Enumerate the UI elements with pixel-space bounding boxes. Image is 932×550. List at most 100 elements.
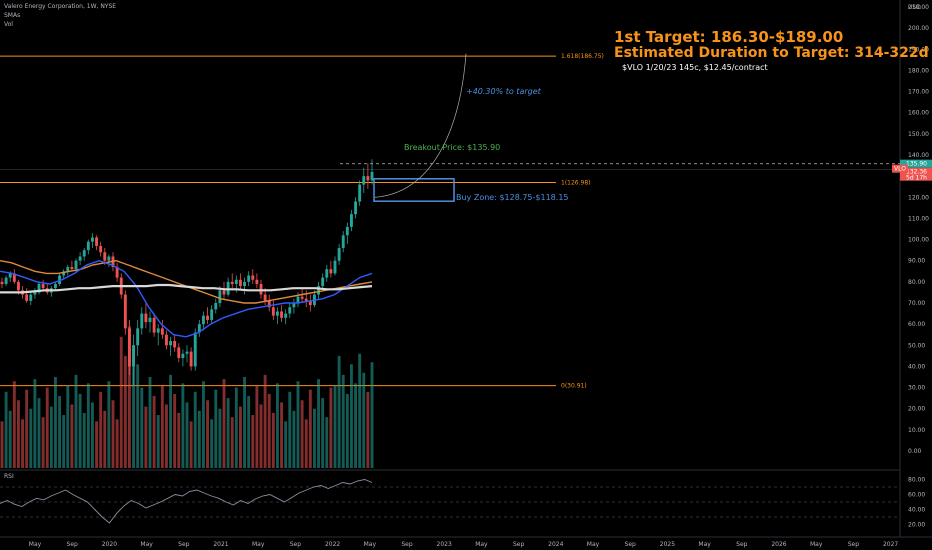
candle-body (197, 324, 201, 333)
candle-body (333, 260, 337, 274)
time-tick-label: 2026 (771, 541, 786, 548)
volume-bar (148, 377, 152, 468)
symbol-badge[interactable] (892, 164, 908, 173)
volume-bar (115, 419, 119, 468)
volume-bar (210, 419, 214, 468)
candle-body (107, 256, 111, 261)
sma-blue-line[interactable] (0, 259, 373, 338)
price-tick-label: 40.00 (908, 363, 925, 370)
time-tick-label: May (29, 541, 42, 548)
time-tick-label: 2021 (213, 541, 228, 548)
projection-path[interactable] (374, 53, 467, 198)
last-price-label: 135.90 (906, 161, 927, 168)
volume-bar (78, 393, 82, 468)
candle-body (284, 313, 288, 318)
volume-bar (165, 404, 168, 468)
candle-body (74, 260, 78, 270)
candle-body (354, 201, 357, 215)
candle-body (181, 353, 185, 358)
duration-title: Estimated Duration to Target: 314-322d (614, 45, 929, 61)
candle-body (136, 328, 140, 346)
volume-bar (218, 408, 222, 468)
candle-body (91, 237, 94, 242)
volume-bar (169, 374, 172, 468)
candle-body (99, 245, 103, 253)
candle-body (58, 275, 61, 284)
price-tick-label: 120.00 (908, 194, 929, 201)
volume-bar (54, 377, 57, 468)
candle-body (222, 290, 226, 295)
candle-body (140, 313, 144, 329)
price-tick-label: 70.00 (908, 300, 925, 307)
rsi-label[interactable]: RSI (4, 473, 14, 480)
rsi-line[interactable] (0, 479, 373, 524)
candle-body (123, 294, 127, 329)
candle-body (317, 286, 320, 295)
candle-body (337, 248, 341, 261)
volume-bar (62, 415, 66, 468)
volume-bar (70, 404, 74, 468)
volume-bar (284, 421, 288, 468)
volume-bar (300, 400, 304, 468)
volume-bar (173, 393, 177, 468)
volume-bar (296, 381, 300, 468)
buy-zone-box[interactable] (373, 178, 455, 202)
time-tick-label: 2025 (660, 541, 675, 548)
volume-bar (230, 417, 234, 468)
candle-body (345, 226, 349, 236)
price-tick-label: 60.00 (908, 321, 925, 328)
volume-bar (103, 410, 107, 468)
candle-body (321, 277, 325, 287)
volume-bar (95, 421, 98, 468)
candle-body (202, 315, 205, 325)
volume-bar (107, 381, 111, 468)
time-tick-label: Sep (513, 541, 525, 548)
volume-bar (160, 385, 164, 468)
candle-body (0, 281, 4, 284)
candle-body (214, 303, 218, 310)
volume-bar (263, 374, 267, 468)
time-tick-label: 2023 (437, 541, 452, 548)
candle-body (350, 214, 353, 227)
price-tick-label: 100.00 (908, 237, 929, 244)
candle-body (370, 171, 374, 181)
price-tick-label: 190.00 (908, 46, 929, 53)
candle-body (234, 279, 238, 284)
candle-body (37, 283, 41, 293)
time-tick-label: May (140, 541, 153, 548)
volume-bar (341, 374, 345, 468)
volume-bar (345, 393, 349, 468)
volume-bar (12, 381, 16, 468)
volume-bar (251, 415, 255, 468)
candle-body (29, 294, 33, 301)
volume-bar (4, 391, 8, 468)
candle-body (325, 269, 329, 278)
candle-body (185, 351, 189, 354)
volume-bar (25, 389, 29, 468)
volume-bar (74, 374, 78, 468)
candle-body (280, 311, 283, 318)
candle-body (189, 351, 193, 367)
volume-bar (193, 391, 197, 468)
indicator-vol-label[interactable]: Vol (4, 21, 13, 28)
time-tick-label: 2022 (325, 541, 340, 548)
candle-body (243, 281, 246, 287)
time-tick-label: Sep (736, 541, 748, 548)
volume-bar (214, 389, 218, 468)
candle-body (358, 184, 362, 202)
sma-white-line[interactable] (0, 283, 373, 294)
price-tick-label: 10.00 (908, 427, 925, 434)
candle-body (230, 281, 234, 284)
volume-bar (247, 396, 251, 468)
volume-bar (333, 385, 337, 468)
price-tick-label: 170.00 (908, 89, 929, 96)
volume-bar (82, 412, 86, 468)
price-tick-label: 0.00 (908, 448, 922, 455)
price-tick-label: 30.00 (908, 385, 925, 392)
time-tick-label: May (810, 541, 823, 548)
indicator-sma-label[interactable]: SMAs (4, 12, 21, 19)
candle-body (251, 275, 255, 280)
volume-bar (276, 383, 279, 468)
volume-bar (280, 402, 283, 468)
